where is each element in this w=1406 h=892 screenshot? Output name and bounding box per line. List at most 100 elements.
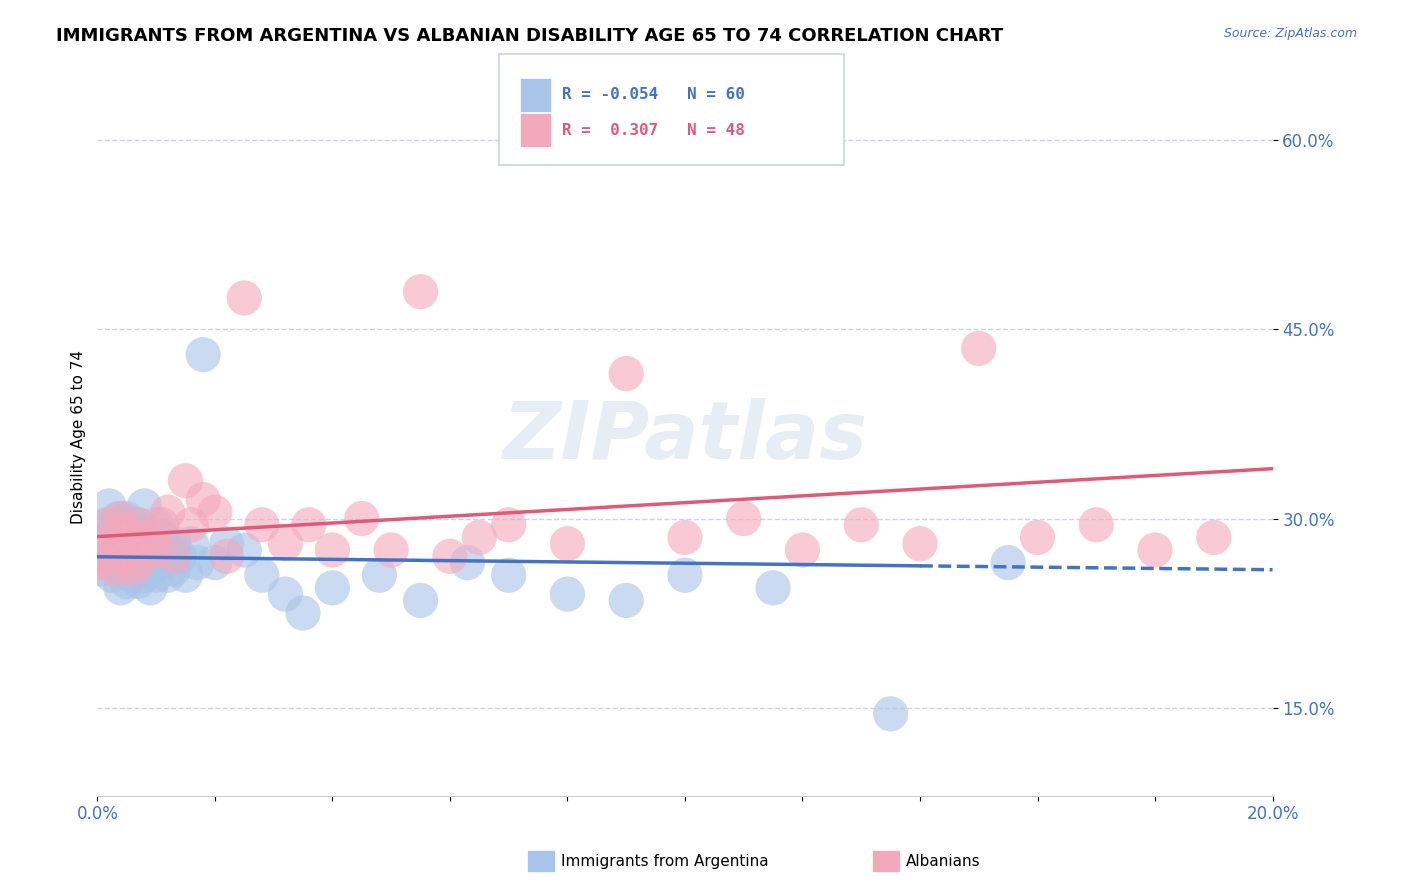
- Ellipse shape: [138, 533, 174, 567]
- Ellipse shape: [361, 558, 396, 593]
- Ellipse shape: [86, 520, 121, 555]
- Ellipse shape: [174, 508, 209, 542]
- Ellipse shape: [209, 526, 245, 561]
- Ellipse shape: [609, 582, 644, 618]
- Ellipse shape: [121, 545, 156, 581]
- Ellipse shape: [245, 508, 280, 542]
- Ellipse shape: [127, 533, 162, 567]
- Ellipse shape: [150, 533, 186, 567]
- Ellipse shape: [197, 494, 232, 530]
- Ellipse shape: [103, 539, 138, 574]
- Ellipse shape: [91, 539, 127, 574]
- Ellipse shape: [245, 558, 280, 593]
- Ellipse shape: [89, 508, 124, 542]
- Ellipse shape: [609, 356, 644, 392]
- Ellipse shape: [267, 576, 304, 612]
- Ellipse shape: [115, 514, 150, 549]
- Ellipse shape: [132, 526, 167, 561]
- Ellipse shape: [785, 533, 820, 567]
- Text: IMMIGRANTS FROM ARGENTINA VS ALBANIAN DISABILITY AGE 65 TO 74 CORRELATION CHART: IMMIGRANTS FROM ARGENTINA VS ALBANIAN DI…: [56, 27, 1004, 45]
- Ellipse shape: [97, 520, 132, 555]
- Ellipse shape: [461, 520, 496, 555]
- Ellipse shape: [315, 570, 350, 606]
- Ellipse shape: [121, 508, 156, 542]
- Ellipse shape: [115, 520, 150, 555]
- Ellipse shape: [156, 539, 191, 574]
- Ellipse shape: [110, 514, 145, 549]
- Ellipse shape: [110, 533, 145, 567]
- Ellipse shape: [91, 488, 127, 524]
- Ellipse shape: [132, 520, 167, 555]
- Ellipse shape: [121, 533, 156, 567]
- Ellipse shape: [162, 539, 197, 574]
- Ellipse shape: [91, 508, 127, 542]
- Ellipse shape: [115, 551, 150, 587]
- Ellipse shape: [990, 545, 1026, 581]
- Ellipse shape: [103, 508, 138, 542]
- Ellipse shape: [315, 533, 350, 567]
- Ellipse shape: [1078, 508, 1114, 542]
- Ellipse shape: [344, 501, 380, 536]
- Ellipse shape: [226, 533, 262, 567]
- Ellipse shape: [127, 558, 162, 593]
- Ellipse shape: [962, 331, 997, 366]
- Ellipse shape: [145, 545, 180, 581]
- Text: R = -0.054   N = 60: R = -0.054 N = 60: [562, 87, 745, 102]
- Ellipse shape: [404, 582, 439, 618]
- Ellipse shape: [725, 501, 761, 536]
- Ellipse shape: [97, 533, 132, 567]
- Ellipse shape: [180, 545, 215, 581]
- Text: R =  0.307   N = 48: R = 0.307 N = 48: [562, 123, 745, 137]
- Ellipse shape: [97, 551, 132, 587]
- Ellipse shape: [844, 508, 879, 542]
- Ellipse shape: [450, 545, 485, 581]
- Ellipse shape: [668, 558, 703, 593]
- Ellipse shape: [91, 539, 127, 574]
- Ellipse shape: [110, 545, 145, 581]
- Ellipse shape: [127, 488, 162, 524]
- Ellipse shape: [115, 539, 150, 574]
- Ellipse shape: [138, 558, 174, 593]
- Ellipse shape: [174, 526, 209, 561]
- Ellipse shape: [873, 696, 908, 731]
- Ellipse shape: [550, 526, 585, 561]
- Ellipse shape: [491, 558, 526, 593]
- Ellipse shape: [1137, 533, 1173, 567]
- Ellipse shape: [121, 508, 156, 542]
- Ellipse shape: [103, 526, 138, 561]
- Ellipse shape: [668, 520, 703, 555]
- Ellipse shape: [291, 508, 326, 542]
- Ellipse shape: [145, 520, 180, 555]
- Ellipse shape: [110, 564, 145, 599]
- Ellipse shape: [285, 595, 321, 631]
- Ellipse shape: [432, 539, 468, 574]
- Ellipse shape: [1197, 520, 1232, 555]
- Ellipse shape: [374, 533, 409, 567]
- Ellipse shape: [138, 508, 174, 542]
- Ellipse shape: [167, 463, 202, 499]
- Ellipse shape: [197, 545, 232, 581]
- Text: ZIPatlas: ZIPatlas: [502, 398, 868, 475]
- Ellipse shape: [103, 501, 138, 536]
- Ellipse shape: [100, 501, 135, 536]
- Ellipse shape: [115, 558, 150, 593]
- Ellipse shape: [110, 501, 145, 536]
- Ellipse shape: [150, 558, 186, 593]
- Text: Immigrants from Argentina: Immigrants from Argentina: [561, 855, 769, 869]
- Ellipse shape: [267, 526, 304, 561]
- Ellipse shape: [110, 520, 145, 555]
- Ellipse shape: [86, 533, 121, 567]
- Ellipse shape: [156, 551, 191, 587]
- Ellipse shape: [550, 576, 585, 612]
- Y-axis label: Disability Age 65 to 74: Disability Age 65 to 74: [72, 350, 86, 524]
- Ellipse shape: [138, 539, 174, 574]
- Ellipse shape: [97, 545, 132, 581]
- Ellipse shape: [121, 564, 156, 599]
- Ellipse shape: [127, 533, 162, 567]
- Ellipse shape: [132, 570, 167, 606]
- Ellipse shape: [755, 570, 790, 606]
- Ellipse shape: [83, 551, 118, 587]
- Ellipse shape: [103, 570, 138, 606]
- Ellipse shape: [97, 514, 132, 549]
- Text: Albanians: Albanians: [905, 855, 980, 869]
